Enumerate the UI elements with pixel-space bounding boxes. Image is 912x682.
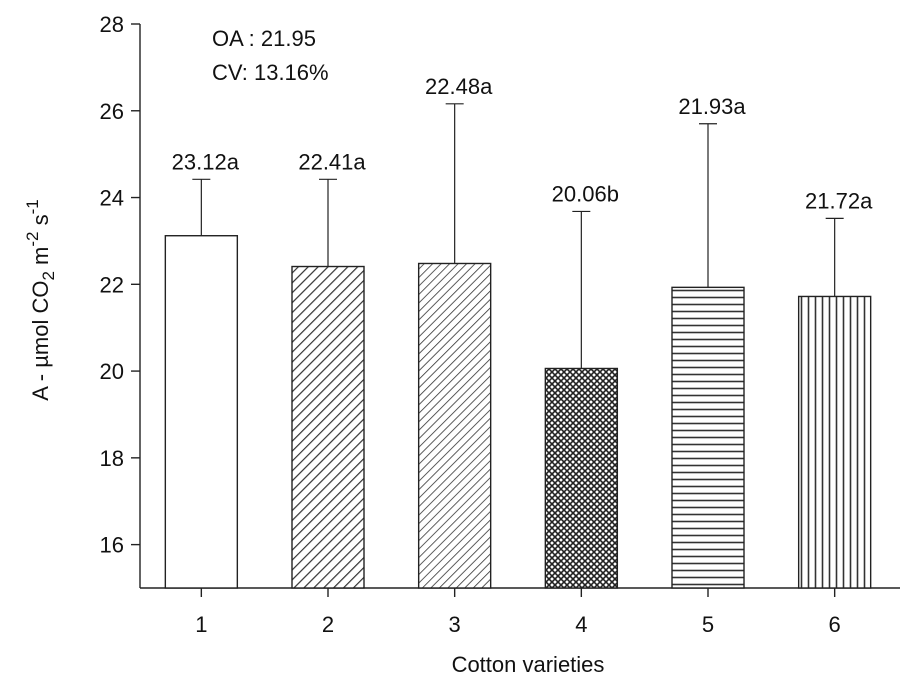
bar (797, 295, 872, 589)
x-tick-label: 6 (829, 612, 841, 637)
y-axis-title: A - µmol CO2 m-2 s-1 (23, 199, 58, 401)
data-label: 20.06b (552, 181, 619, 206)
y-tick-label: 24 (100, 186, 124, 211)
bar (671, 286, 745, 589)
data-label: 22.48a (425, 74, 493, 99)
x-tick-label: 2 (322, 612, 334, 637)
bar (164, 235, 239, 589)
x-tick-label: 5 (702, 612, 714, 637)
stat-oa: OA : 21.95 (212, 26, 316, 51)
data-label: 21.72a (805, 188, 873, 213)
x-axis-title: Cotton varieties (452, 652, 605, 677)
x-tick-label: 4 (575, 612, 587, 637)
data-label: 22.41a (298, 149, 366, 174)
data-label: 23.12a (172, 149, 240, 174)
y-tick-label: 28 (100, 12, 124, 37)
y-tick-label: 18 (100, 446, 124, 471)
bar (544, 367, 619, 589)
x-tick-label: 3 (449, 612, 461, 637)
bars: 23.12a 22.41a 22.48a 20.06b 21.93a 21.72a (164, 74, 873, 589)
bar (291, 265, 365, 589)
bar (417, 262, 492, 589)
y-tick-label: 20 (100, 359, 124, 384)
stat-cv: CV: 13.16% (212, 60, 329, 85)
y-tick-label: 26 (100, 99, 124, 124)
y-tick-label: 16 (100, 533, 124, 558)
axes: 16 18 20 22 24 26 28 1 2 3 4 5 6 (100, 12, 900, 637)
data-label: 21.93a (678, 94, 746, 119)
y-tick-label: 22 (100, 272, 124, 297)
x-tick-label: 1 (195, 612, 207, 637)
